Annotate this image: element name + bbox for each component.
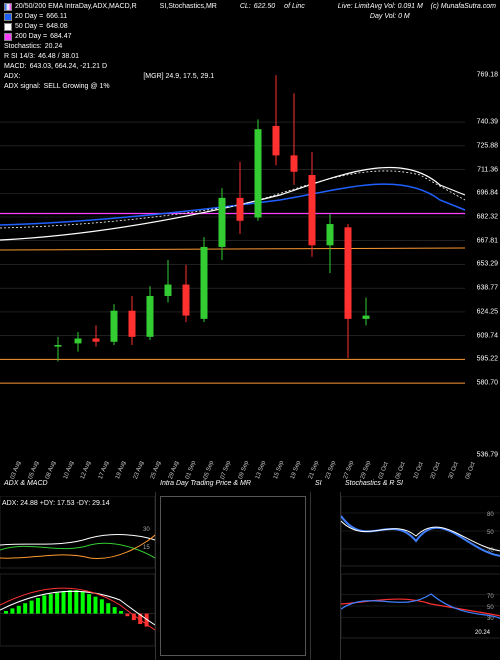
y-tick-label: 682.32 — [477, 213, 498, 220]
y-tick-label: 725.88 — [477, 142, 498, 149]
adx-signal-label: ADX signal: — [4, 82, 41, 92]
svg-text:30: 30 — [487, 616, 494, 622]
adx-mgr: [MGR] 24.9, 17.5, 29.1 — [143, 72, 214, 82]
swatch-20d — [4, 13, 12, 21]
y-tick-label: 624.25 — [477, 308, 498, 315]
svg-text:70: 70 — [487, 594, 494, 600]
y-tick-label: 638.77 — [477, 285, 498, 292]
svg-text:15: 15 — [143, 545, 150, 551]
svg-text:50: 50 — [487, 605, 494, 611]
panel-title-si: SI — [315, 480, 322, 487]
svg-text:ADX: 24.88 +DY: 17.53 -DY: 2: ADX: 24.88 +DY: 17.53 -DY: 29.14 — [2, 500, 110, 507]
svg-text:80: 80 — [487, 512, 494, 518]
svg-text:20.24: 20.24 — [475, 630, 491, 636]
panel-title-adx: ADX & MACD — [4, 480, 48, 487]
header-line1: 20/50/200 EMA IntraDay,ADX,MACD,R — [15, 2, 137, 12]
rsi-label: R SI 14/3: — [4, 52, 35, 62]
y-tick-label: 740.39 — [477, 119, 498, 126]
swatch-50d — [4, 23, 12, 31]
adx-signal-value: SELL Growing @ 1% — [44, 82, 110, 92]
site-credit: (c) MunafaSutra.com — [431, 3, 496, 10]
macd-label: MACD: — [4, 62, 27, 72]
adx-label: ADX: — [4, 72, 20, 82]
cl-label: CL: — [240, 2, 251, 12]
avg-vol-value: 0.091 M — [398, 3, 423, 10]
d200-value: 684.47 — [50, 32, 71, 42]
y-tick-label: 711.36 — [477, 166, 498, 173]
d50-label: 50 Day = — [15, 22, 43, 32]
bottom-panels: ADX & MACD ADX: 24.88 +DY: 17.53 -DY: 29… — [0, 492, 500, 660]
y-tick-label: 595.22 — [477, 356, 498, 363]
panel-stochastics-rsi[interactable]: Stochastics & R SI 20508030507020.24 — [340, 492, 500, 660]
header-line1-mid: SI,Stochastics,MR — [160, 2, 217, 12]
d20-value: 666.11 — [46, 12, 67, 22]
panel-adx-macd[interactable]: ADX & MACD ADX: 24.88 +DY: 17.53 -DY: 29… — [0, 492, 155, 660]
y-tick-label: 696.84 — [477, 190, 498, 197]
day-vol-label: Day Vol: — [370, 13, 396, 20]
swatch-mix — [4, 3, 12, 11]
d50-value: 648.08 — [46, 22, 67, 32]
svg-text:30: 30 — [143, 527, 150, 533]
d200-label: 200 Day = — [15, 32, 47, 42]
d20-label: 20 Day = — [15, 12, 43, 22]
y-tick-label: 609.74 — [477, 332, 498, 339]
avg-vol-label: Avg Vol: — [370, 3, 396, 10]
macd-value: 643.03, 664.24, -21.21 D — [30, 62, 107, 72]
stoch-value: 20.24 — [45, 42, 63, 52]
panel-intraday[interactable]: Intra Day Trading Price & MR — [155, 492, 310, 660]
top-right-info: Avg Vol: 0.091 M (c) MunafaSutra.com Day… — [370, 2, 496, 22]
y-tick-label: 580.70 — [477, 380, 498, 387]
y-tick-label: 667.81 — [477, 237, 498, 244]
y-tick-label: 653.29 — [477, 261, 498, 268]
stoch-label: Stochastics: — [4, 42, 42, 52]
panel-title-intraday: Intra Day Trading Price & MR — [160, 480, 251, 487]
live-limit: Live: Limit — [338, 2, 370, 12]
y-tick-label: 536.79 — [477, 451, 498, 458]
panel-title-stoch: Stochastics & R SI — [345, 480, 403, 487]
svg-text:50: 50 — [487, 530, 494, 536]
ticker-extra: of Linc — [284, 2, 305, 12]
swatch-200d — [4, 33, 12, 41]
day-vol-value: 0 M — [398, 13, 410, 20]
rsi-value: 46.48 / 38.01 — [38, 52, 79, 62]
panel-si-gap: SI — [310, 492, 340, 660]
cl-value: 622.50 — [254, 2, 275, 12]
